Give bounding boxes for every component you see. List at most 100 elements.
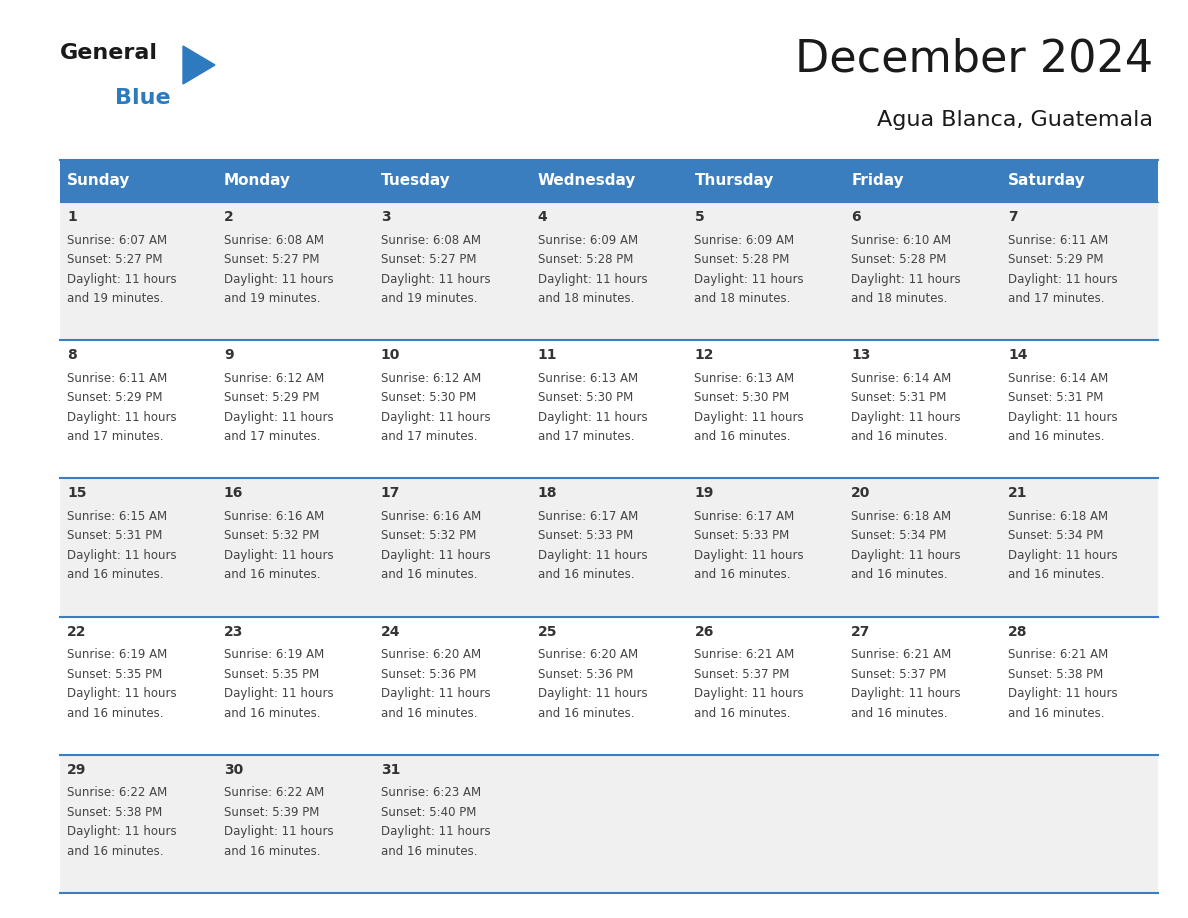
Bar	[217, 202, 374, 341]
Bar	[374, 755, 531, 893]
Text: 13: 13	[852, 348, 871, 363]
Text: and 16 minutes.: and 16 minutes.	[538, 568, 634, 581]
Bar	[531, 755, 688, 893]
Bar	[845, 160, 1001, 202]
Text: and 16 minutes.: and 16 minutes.	[67, 568, 164, 581]
Text: Daylight: 11 hours: Daylight: 11 hours	[67, 273, 177, 285]
Text: Sunrise: 6:15 AM: Sunrise: 6:15 AM	[67, 509, 168, 523]
Bar	[1001, 617, 1158, 755]
Text: and 16 minutes.: and 16 minutes.	[67, 845, 164, 857]
Text: Sunset: 5:37 PM: Sunset: 5:37 PM	[695, 667, 790, 680]
Text: Sunset: 5:35 PM: Sunset: 5:35 PM	[223, 667, 320, 680]
Text: Sunset: 5:30 PM: Sunset: 5:30 PM	[538, 391, 633, 404]
Text: Sunrise: 6:18 AM: Sunrise: 6:18 AM	[852, 509, 952, 523]
Text: Sunrise: 6:21 AM: Sunrise: 6:21 AM	[852, 648, 952, 661]
Text: Daylight: 11 hours: Daylight: 11 hours	[852, 273, 961, 285]
Text: Sunset: 5:40 PM: Sunset: 5:40 PM	[380, 806, 476, 819]
Text: Friday: Friday	[852, 174, 904, 188]
Text: Sunrise: 6:16 AM: Sunrise: 6:16 AM	[380, 509, 481, 523]
Text: General: General	[61, 43, 158, 63]
Text: 11: 11	[538, 348, 557, 363]
Bar	[688, 617, 845, 755]
Text: Sunset: 5:36 PM: Sunset: 5:36 PM	[538, 667, 633, 680]
Bar	[217, 755, 374, 893]
Text: 9: 9	[223, 348, 234, 363]
Text: Daylight: 11 hours: Daylight: 11 hours	[223, 825, 334, 838]
Text: 21: 21	[1009, 487, 1028, 500]
Text: Daylight: 11 hours: Daylight: 11 hours	[380, 273, 491, 285]
Text: 30: 30	[223, 763, 244, 777]
Text: and 16 minutes.: and 16 minutes.	[1009, 568, 1105, 581]
Text: 20: 20	[852, 487, 871, 500]
Text: Sunset: 5:34 PM: Sunset: 5:34 PM	[1009, 530, 1104, 543]
Text: Sunset: 5:32 PM: Sunset: 5:32 PM	[223, 530, 320, 543]
Text: and 16 minutes.: and 16 minutes.	[695, 707, 791, 720]
Text: 28: 28	[1009, 624, 1028, 639]
Text: Agua Blanca, Guatemala: Agua Blanca, Guatemala	[877, 110, 1154, 130]
Text: Sunrise: 6:19 AM: Sunrise: 6:19 AM	[223, 648, 324, 661]
Text: December 2024: December 2024	[795, 38, 1154, 81]
Text: 1: 1	[67, 210, 77, 224]
Bar	[845, 617, 1001, 755]
Text: Daylight: 11 hours: Daylight: 11 hours	[538, 549, 647, 562]
Bar	[531, 617, 688, 755]
Text: Sunrise: 6:12 AM: Sunrise: 6:12 AM	[223, 372, 324, 385]
Text: Daylight: 11 hours: Daylight: 11 hours	[1009, 687, 1118, 700]
Text: Sunset: 5:31 PM: Sunset: 5:31 PM	[1009, 391, 1104, 404]
Text: 24: 24	[380, 624, 400, 639]
Text: 7: 7	[1009, 210, 1018, 224]
Bar	[688, 202, 845, 341]
Text: and 19 minutes.: and 19 minutes.	[380, 292, 478, 305]
Text: 16: 16	[223, 487, 244, 500]
Bar	[61, 202, 217, 341]
Text: Sunrise: 6:08 AM: Sunrise: 6:08 AM	[223, 233, 324, 247]
Text: 6: 6	[852, 210, 861, 224]
Text: Sunrise: 6:13 AM: Sunrise: 6:13 AM	[538, 372, 638, 385]
Text: and 18 minutes.: and 18 minutes.	[538, 292, 634, 305]
Text: 26: 26	[695, 624, 714, 639]
Text: Sunrise: 6:21 AM: Sunrise: 6:21 AM	[1009, 648, 1108, 661]
Text: 14: 14	[1009, 348, 1028, 363]
Text: Daylight: 11 hours: Daylight: 11 hours	[852, 687, 961, 700]
Text: Sunrise: 6:18 AM: Sunrise: 6:18 AM	[1009, 509, 1108, 523]
Text: Daylight: 11 hours: Daylight: 11 hours	[67, 687, 177, 700]
Text: and 17 minutes.: and 17 minutes.	[67, 431, 164, 443]
Text: Daylight: 11 hours: Daylight: 11 hours	[852, 410, 961, 424]
Text: and 16 minutes.: and 16 minutes.	[1009, 431, 1105, 443]
Bar	[845, 341, 1001, 478]
Text: 2: 2	[223, 210, 234, 224]
Text: Daylight: 11 hours: Daylight: 11 hours	[695, 549, 804, 562]
Text: Daylight: 11 hours: Daylight: 11 hours	[695, 410, 804, 424]
Bar	[61, 160, 217, 202]
Text: and 17 minutes.: and 17 minutes.	[223, 431, 321, 443]
Text: and 16 minutes.: and 16 minutes.	[223, 707, 321, 720]
Text: Saturday: Saturday	[1009, 174, 1086, 188]
Text: Sunset: 5:38 PM: Sunset: 5:38 PM	[67, 806, 163, 819]
Bar	[1001, 341, 1158, 478]
Text: 12: 12	[695, 348, 714, 363]
Text: Sunset: 5:29 PM: Sunset: 5:29 PM	[1009, 253, 1104, 266]
Text: Sunset: 5:35 PM: Sunset: 5:35 PM	[67, 667, 163, 680]
Text: Sunset: 5:27 PM: Sunset: 5:27 PM	[67, 253, 163, 266]
Text: 5: 5	[695, 210, 704, 224]
Bar	[531, 160, 688, 202]
Text: Thursday: Thursday	[695, 174, 773, 188]
Text: Sunrise: 6:20 AM: Sunrise: 6:20 AM	[380, 648, 481, 661]
Text: Sunday: Sunday	[67, 174, 131, 188]
Text: Sunset: 5:33 PM: Sunset: 5:33 PM	[695, 530, 790, 543]
Bar	[217, 160, 374, 202]
Text: Sunrise: 6:22 AM: Sunrise: 6:22 AM	[67, 787, 168, 800]
Bar	[374, 202, 531, 341]
Bar	[1001, 160, 1158, 202]
Bar	[61, 341, 217, 478]
Text: Daylight: 11 hours: Daylight: 11 hours	[695, 687, 804, 700]
Bar	[217, 617, 374, 755]
Text: Sunrise: 6:17 AM: Sunrise: 6:17 AM	[695, 509, 795, 523]
Text: Sunset: 5:39 PM: Sunset: 5:39 PM	[223, 806, 320, 819]
Bar	[61, 755, 217, 893]
Text: Sunrise: 6:23 AM: Sunrise: 6:23 AM	[380, 787, 481, 800]
Bar	[374, 617, 531, 755]
Text: Sunset: 5:28 PM: Sunset: 5:28 PM	[852, 253, 947, 266]
Text: Daylight: 11 hours: Daylight: 11 hours	[380, 825, 491, 838]
Text: and 16 minutes.: and 16 minutes.	[852, 707, 948, 720]
